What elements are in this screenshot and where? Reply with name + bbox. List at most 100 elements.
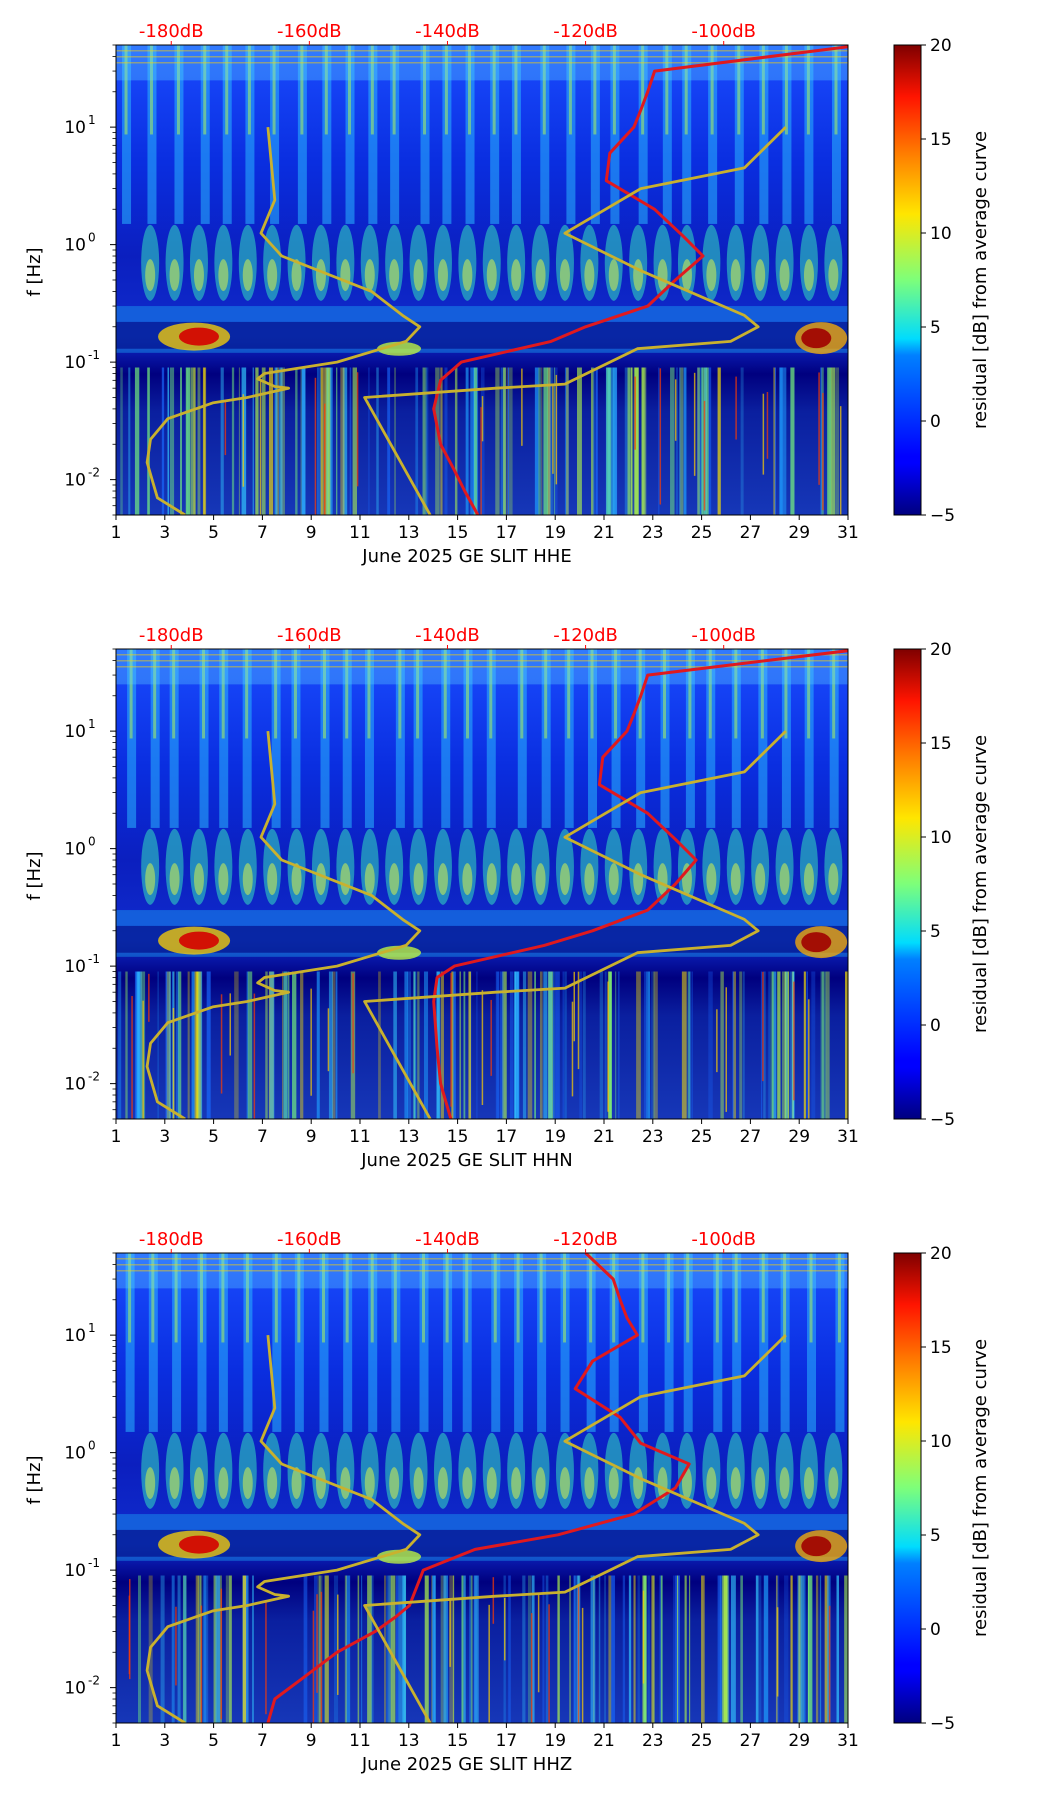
y-tick-exponent: -1 bbox=[88, 1556, 100, 1570]
colorbar-tick-label: 15 bbox=[930, 1338, 952, 1358]
colorbar bbox=[894, 1253, 921, 1723]
x-tick-label: 13 bbox=[398, 1127, 420, 1147]
series-line-psd-curve bbox=[432, 45, 848, 515]
y-tick-exponent: 1 bbox=[88, 717, 96, 731]
x-tick-label: 7 bbox=[257, 1127, 268, 1147]
y-axis-label: f [Hz] bbox=[24, 1455, 45, 1504]
top-db-tick-label: -120dB bbox=[553, 625, 618, 646]
y-tick-label: 10 bbox=[64, 957, 86, 977]
series-line-noise-model bbox=[145, 126, 422, 515]
x-axis-label: June 2025 GE SLIT HHZ bbox=[361, 1754, 572, 1775]
top-db-tick-label: -120dB bbox=[553, 21, 618, 42]
x-tick-label: 23 bbox=[642, 523, 664, 543]
colorbar-tick-label: 0 bbox=[930, 1620, 941, 1640]
colorbar-label: residual [dB] from average curve bbox=[970, 735, 991, 1033]
series-line-noise-model-high- bbox=[363, 1334, 787, 1723]
series-line-noise-model bbox=[145, 730, 422, 1119]
y-tick-exponent: -2 bbox=[88, 1674, 100, 1688]
y-tick-label: 10 bbox=[64, 471, 86, 491]
y-tick-label: 10 bbox=[64, 1561, 86, 1581]
series-line-noise-model-high- bbox=[363, 730, 787, 1119]
colorbar-tick-label: −5 bbox=[930, 1714, 955, 1734]
top-db-tick-label: -100dB bbox=[691, 625, 756, 646]
x-tick-label: 1 bbox=[111, 523, 122, 543]
colorbar-tick-label: 5 bbox=[930, 1526, 941, 1546]
x-tick-label: 29 bbox=[788, 523, 810, 543]
colorbar bbox=[894, 649, 921, 1119]
x-tick-label: 1 bbox=[111, 1127, 122, 1147]
x-tick-label: 29 bbox=[788, 1127, 810, 1147]
top-db-tick-label: -180dB bbox=[139, 625, 204, 646]
x-axis-label: June 2025 GE SLIT HHE bbox=[361, 546, 571, 567]
colorbar-tick-label: 15 bbox=[930, 130, 952, 150]
x-tick-label: 3 bbox=[159, 523, 170, 543]
x-tick-label: 19 bbox=[544, 1731, 566, 1751]
colorbar-frame bbox=[893, 1252, 922, 1724]
colorbar-label: residual [dB] from average curve bbox=[970, 1339, 991, 1637]
x-tick-label: 21 bbox=[593, 523, 615, 543]
x-tick-label: 21 bbox=[593, 1731, 615, 1751]
x-tick-label: 15 bbox=[447, 1731, 469, 1751]
x-tick-label: 5 bbox=[208, 1127, 219, 1147]
top-db-tick-label: -100dB bbox=[691, 1229, 756, 1250]
y-tick-exponent: -2 bbox=[88, 1070, 100, 1084]
y-tick-exponent: -2 bbox=[88, 466, 100, 480]
colorbar bbox=[894, 45, 921, 515]
x-tick-label: 31 bbox=[837, 1127, 859, 1147]
x-tick-label: 31 bbox=[837, 1731, 859, 1751]
top-db-tick-label: -160dB bbox=[277, 625, 342, 646]
series-line-noise-model-high- bbox=[363, 126, 787, 515]
y-tick-label: 10 bbox=[64, 840, 86, 860]
y-tick-exponent: 0 bbox=[88, 1439, 96, 1453]
y-tick-label: 10 bbox=[64, 1679, 86, 1699]
x-tick-label: 11 bbox=[349, 523, 371, 543]
x-tick-label: 31 bbox=[837, 523, 859, 543]
x-tick-label: 25 bbox=[691, 1731, 713, 1751]
colorbar-tick-label: 15 bbox=[930, 734, 952, 754]
colorbar-label: residual [dB] from average curve bbox=[970, 131, 991, 429]
colorbar-tick-label: 10 bbox=[930, 1432, 952, 1452]
y-tick-exponent: 0 bbox=[88, 835, 96, 849]
x-tick-label: 25 bbox=[691, 1127, 713, 1147]
y-tick-exponent: -1 bbox=[88, 952, 100, 966]
colorbar-tick-label: 10 bbox=[930, 828, 952, 848]
top-db-tick-label: -180dB bbox=[139, 1229, 204, 1250]
x-tick-label: 19 bbox=[544, 523, 566, 543]
x-tick-label: 5 bbox=[208, 523, 219, 543]
x-tick-label: 13 bbox=[398, 1731, 420, 1751]
x-tick-label: 21 bbox=[593, 1127, 615, 1147]
x-tick-label: 17 bbox=[496, 1127, 518, 1147]
x-tick-label: 27 bbox=[740, 1127, 762, 1147]
x-tick-label: 7 bbox=[257, 1731, 268, 1751]
x-tick-label: 13 bbox=[398, 523, 420, 543]
colorbar-tick-label: 10 bbox=[930, 224, 952, 244]
x-tick-label: 27 bbox=[740, 523, 762, 543]
colorbar-tick-label: 5 bbox=[930, 922, 941, 942]
y-tick-exponent: -1 bbox=[88, 348, 100, 362]
spectrogram bbox=[116, 1253, 848, 1723]
x-tick-label: 3 bbox=[159, 1127, 170, 1147]
x-axis-label: June 2025 GE SLIT HHN bbox=[360, 1150, 573, 1171]
top-db-tick-label: -140dB bbox=[415, 1229, 480, 1250]
x-tick-label: 23 bbox=[642, 1127, 664, 1147]
x-tick-label: 17 bbox=[496, 1731, 518, 1751]
spectrogram bbox=[116, 45, 848, 515]
x-tick-label: 9 bbox=[306, 523, 317, 543]
colorbar-tick-label: 0 bbox=[930, 1016, 941, 1036]
x-tick-label: 11 bbox=[349, 1731, 371, 1751]
x-tick-label: 9 bbox=[306, 1731, 317, 1751]
colorbar-frame bbox=[893, 44, 922, 516]
y-tick-exponent: 1 bbox=[88, 1321, 96, 1335]
spectrogram bbox=[116, 649, 848, 1119]
colorbar-frame bbox=[893, 648, 922, 1120]
top-db-tick-label: -140dB bbox=[415, 21, 480, 42]
top-db-tick-label: -100dB bbox=[691, 21, 756, 42]
x-tick-label: 29 bbox=[788, 1731, 810, 1751]
series-line-psd-curve bbox=[266, 1253, 691, 1723]
x-tick-label: 27 bbox=[740, 1731, 762, 1751]
colorbar-tick-label: 20 bbox=[930, 36, 952, 56]
y-tick-label: 10 bbox=[64, 236, 86, 256]
